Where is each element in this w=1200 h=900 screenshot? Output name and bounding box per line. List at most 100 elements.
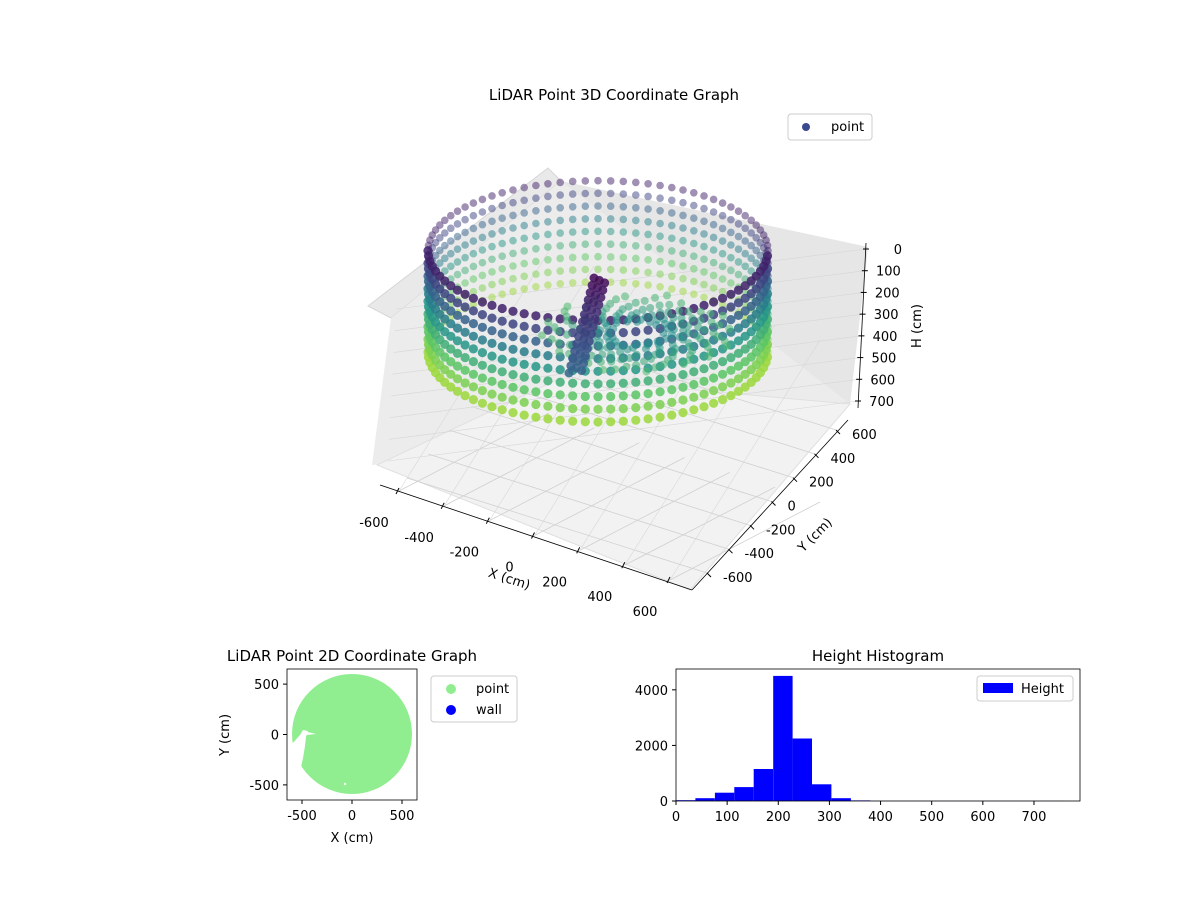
plot3d-z-tick-label: 100 <box>876 265 901 280</box>
plot3d-point <box>726 289 736 299</box>
plot3d-point <box>544 230 552 239</box>
plot3d-point <box>446 319 456 329</box>
plot2d-y-tick-label: -500 <box>249 779 279 794</box>
plot3d-point <box>612 295 620 304</box>
plot3d-y-tick-label: 400 <box>831 452 856 467</box>
plot3d-point <box>718 382 728 392</box>
plot3d-point <box>726 302 736 312</box>
plot3d-point <box>642 367 651 376</box>
plot3d-point <box>747 254 755 263</box>
plot3d-point <box>679 198 687 207</box>
plot3d-point <box>497 367 507 377</box>
plot3d-point <box>632 216 640 225</box>
plot3d-point <box>679 236 687 245</box>
plot3d-point <box>555 415 565 425</box>
plot3d-point <box>709 233 718 242</box>
plot3d-point <box>684 307 693 316</box>
plot3d-point <box>641 344 650 353</box>
plot3d-point <box>564 368 574 378</box>
plot3d-point <box>606 215 615 223</box>
plot3d-point <box>668 196 676 205</box>
plot3d-point <box>509 249 517 258</box>
plot3d-y-tick <box>771 501 776 506</box>
plot3d-point <box>644 218 652 226</box>
plot3d-grid-line <box>669 339 821 581</box>
plot3d-point <box>627 311 636 320</box>
plot3d-point <box>709 328 718 337</box>
plot3d-point <box>532 219 540 228</box>
plot3d-x-tick-label: -200 <box>450 546 480 561</box>
plot3d-point <box>733 361 744 371</box>
lidar-2d-plot: LiDAR Point 2D Coordinate Graph -500 0 500… <box>218 647 518 846</box>
plot3d-point <box>478 284 487 292</box>
plot3d-y-tick-label: -200 <box>766 523 796 538</box>
plot3d-point <box>747 216 755 225</box>
plot3d-point <box>727 266 735 275</box>
plot3d-point <box>520 234 528 243</box>
plot3d-point <box>709 297 719 307</box>
plot3d-point <box>508 408 518 418</box>
plot3d-point <box>519 321 529 331</box>
plot3d-point <box>568 215 577 224</box>
plot2d-x-label: X (cm) <box>331 831 374 846</box>
plot3d-point <box>740 331 750 341</box>
plot3d-point <box>568 190 577 198</box>
plot3d-point <box>452 323 463 333</box>
plot3d-x-tick-label: -400 <box>404 531 434 546</box>
plot3d-point <box>509 186 517 194</box>
plot3d-point <box>581 189 590 198</box>
plot3d-point <box>594 265 602 274</box>
plot3d-point <box>488 204 496 213</box>
plot3d-point <box>594 202 602 210</box>
plot3d-point <box>487 402 497 412</box>
plot3d-point <box>662 334 670 343</box>
plot3d-point <box>452 361 463 371</box>
plot3d-point <box>740 293 750 303</box>
plot3d-point <box>700 268 708 276</box>
plot3d-point <box>726 378 736 388</box>
plot3d-point <box>726 353 736 363</box>
plot3d-grid-line <box>624 325 776 566</box>
plot3d-point <box>656 257 664 266</box>
plot3d-point <box>556 242 564 250</box>
plot3d-point <box>692 331 701 340</box>
plot3d-point <box>509 262 517 270</box>
hist-bar <box>831 798 851 801</box>
plot3d-point <box>447 262 455 271</box>
plot3d-x-tick <box>666 576 671 584</box>
plot3d-point <box>441 216 449 225</box>
plot3d-point <box>741 211 749 220</box>
plot3d-point <box>487 389 497 399</box>
hist-x-tick-label: 100 <box>715 810 740 825</box>
plot3d-point <box>556 267 564 275</box>
plot3d-point <box>497 341 507 352</box>
plot3d-point <box>477 373 487 383</box>
plot3d-point <box>446 281 456 291</box>
plot3d-point <box>679 262 687 270</box>
plot3d-point <box>709 271 718 280</box>
plot3d-point <box>460 289 470 299</box>
plot3d-point <box>727 203 735 211</box>
hist-bar <box>734 787 754 801</box>
plot3d-point <box>624 302 633 311</box>
plot3d-point <box>690 189 698 197</box>
plot3d-point <box>700 255 708 264</box>
plot3d-point <box>544 205 552 213</box>
plot3d-point <box>675 306 684 315</box>
plot3d-y-tick-label: -400 <box>745 547 775 562</box>
plot3d-x-tick-label: -600 <box>359 516 389 531</box>
plot3d-point <box>718 300 727 309</box>
plot3d-point <box>508 344 518 354</box>
plot3d-point <box>606 202 615 210</box>
plot3d-point <box>688 314 697 323</box>
plot3d-point <box>593 392 603 402</box>
plot3d-point <box>718 357 728 367</box>
plot3d-point <box>581 253 590 261</box>
plot3d-point <box>631 415 641 425</box>
plot3d-point <box>718 293 728 303</box>
plot3d-point <box>593 417 603 427</box>
plot3d-point <box>508 382 518 392</box>
plot3d-point <box>709 220 718 229</box>
plot3d-point <box>702 338 711 347</box>
